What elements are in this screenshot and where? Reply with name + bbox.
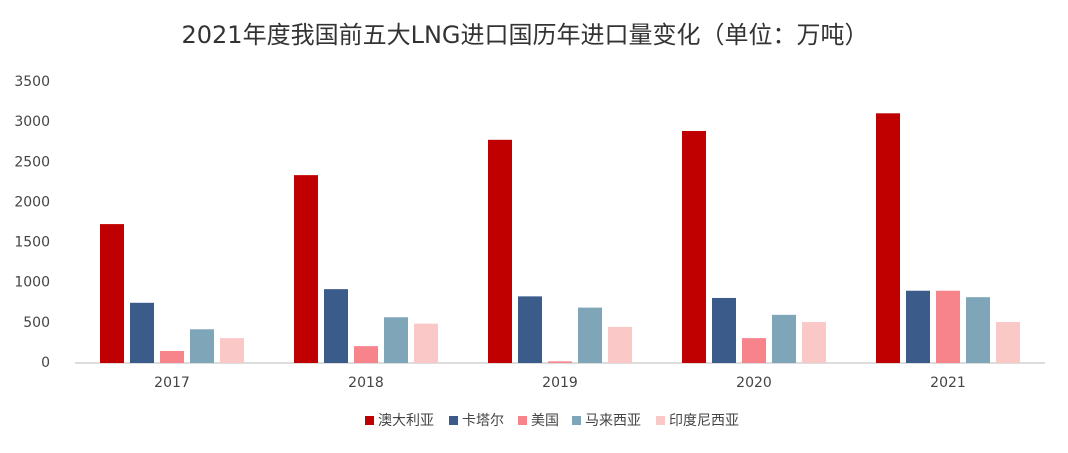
bar bbox=[414, 323, 438, 363]
bar bbox=[876, 113, 900, 363]
bar bbox=[190, 329, 214, 363]
legend-swatch bbox=[518, 416, 527, 425]
bar bbox=[548, 361, 572, 363]
bar bbox=[966, 297, 990, 363]
bar bbox=[220, 338, 244, 363]
legend-label: 澳大利亚 bbox=[378, 413, 434, 429]
bar bbox=[802, 322, 826, 363]
y-tick-label: 3500 bbox=[14, 74, 50, 90]
legend-swatch bbox=[365, 416, 374, 425]
bar bbox=[712, 297, 736, 363]
legend-label: 印度尼西亚 bbox=[669, 413, 739, 429]
bar bbox=[742, 338, 766, 363]
y-tick-label: 0 bbox=[41, 355, 50, 371]
bar bbox=[772, 314, 796, 363]
y-tick-label: 1000 bbox=[14, 275, 50, 291]
y-tick-label: 1500 bbox=[14, 235, 50, 251]
bar bbox=[324, 289, 348, 363]
bar bbox=[354, 346, 378, 363]
bar bbox=[518, 296, 542, 363]
legend-swatch bbox=[656, 416, 665, 425]
legend-label: 卡塔尔 bbox=[462, 413, 504, 429]
x-tick-label: 2021 bbox=[930, 375, 966, 391]
legend-swatch bbox=[449, 416, 458, 425]
bar bbox=[100, 224, 124, 363]
bar bbox=[936, 290, 960, 363]
x-tick-label: 2017 bbox=[154, 375, 190, 391]
bar bbox=[384, 317, 408, 363]
bar bbox=[906, 290, 930, 363]
chart-title: 2021年度我国前五大LNG进口国历年进口量变化（单位：万吨） bbox=[182, 21, 869, 49]
y-tick-label: 2500 bbox=[14, 154, 50, 170]
bar bbox=[160, 350, 184, 363]
x-tick-label: 2019 bbox=[542, 375, 578, 391]
legend-swatch bbox=[572, 416, 581, 425]
bar bbox=[996, 322, 1020, 363]
bar bbox=[488, 139, 512, 363]
y-tick-label: 500 bbox=[23, 315, 50, 331]
y-tick-label: 2000 bbox=[14, 194, 50, 210]
bar bbox=[682, 130, 706, 363]
bar bbox=[578, 307, 602, 363]
x-tick-label: 2018 bbox=[348, 375, 384, 391]
bar bbox=[294, 175, 318, 363]
legend-label: 美国 bbox=[531, 413, 559, 429]
x-tick-label: 2020 bbox=[736, 375, 772, 391]
bar bbox=[130, 302, 154, 363]
bar bbox=[608, 326, 632, 363]
y-tick-label: 3000 bbox=[14, 114, 50, 130]
legend-label: 马来西亚 bbox=[585, 413, 641, 429]
